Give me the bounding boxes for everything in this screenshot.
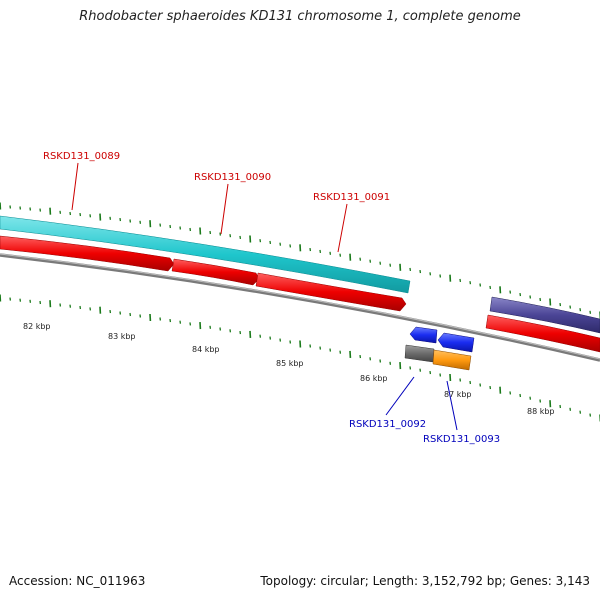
scale-label-85: 85 kbp xyxy=(276,359,304,368)
gene-label-0090[interactable]: RSKD131_0090 xyxy=(194,172,271,183)
scale-label-87: 87 kbp xyxy=(444,390,472,399)
genome-summary-text: Topology: circular; Length: 3,152,792 bp… xyxy=(260,574,590,588)
leader-line-0091 xyxy=(337,203,348,253)
outer-tick-ring xyxy=(0,202,600,319)
scale-label-88: 88 kbp xyxy=(527,407,555,416)
scale-label-86: 86 kbp xyxy=(360,374,388,383)
scale-label-84: 84 kbp xyxy=(192,345,220,354)
gene-block-grey[interactable] xyxy=(404,344,435,363)
scale-label-83: 83 kbp xyxy=(108,332,136,341)
inner-tick-ring xyxy=(0,294,600,422)
gene-arrow-reverse-2[interactable] xyxy=(437,332,475,353)
leader-line-0092 xyxy=(385,376,415,416)
gene-label-0091[interactable]: RSKD131_0091 xyxy=(313,192,390,203)
gene-arrow-forward-4[interactable] xyxy=(485,314,600,353)
gene-arrow-forward-2[interactable] xyxy=(171,258,260,286)
gene-arrow-forward-3[interactable] xyxy=(255,272,407,312)
scale-label-82: 82 kbp xyxy=(23,322,51,331)
gene-label-0089[interactable]: RSKD131_0089 xyxy=(43,151,120,162)
gene-block-cyan[interactable] xyxy=(0,215,411,294)
leader-line-0090 xyxy=(220,183,229,235)
leader-line-0089 xyxy=(71,162,79,211)
map-title: Rhodobacter sphaeroides KD131 chromosome… xyxy=(79,9,521,24)
gene-arrow-reverse-1[interactable] xyxy=(409,326,438,344)
gene-block-orange[interactable] xyxy=(432,349,472,371)
gene-block-purple[interactable] xyxy=(489,296,600,334)
gene-arrow-forward-1[interactable] xyxy=(0,235,175,272)
accession-text: Accession: NC_011963 xyxy=(9,574,146,588)
gene-label-0093[interactable]: RSKD131_0093 xyxy=(423,434,500,445)
genome-backbone xyxy=(0,253,600,362)
gene-label-0092[interactable]: RSKD131_0092 xyxy=(349,419,426,430)
leader-line-0093 xyxy=(446,380,458,431)
